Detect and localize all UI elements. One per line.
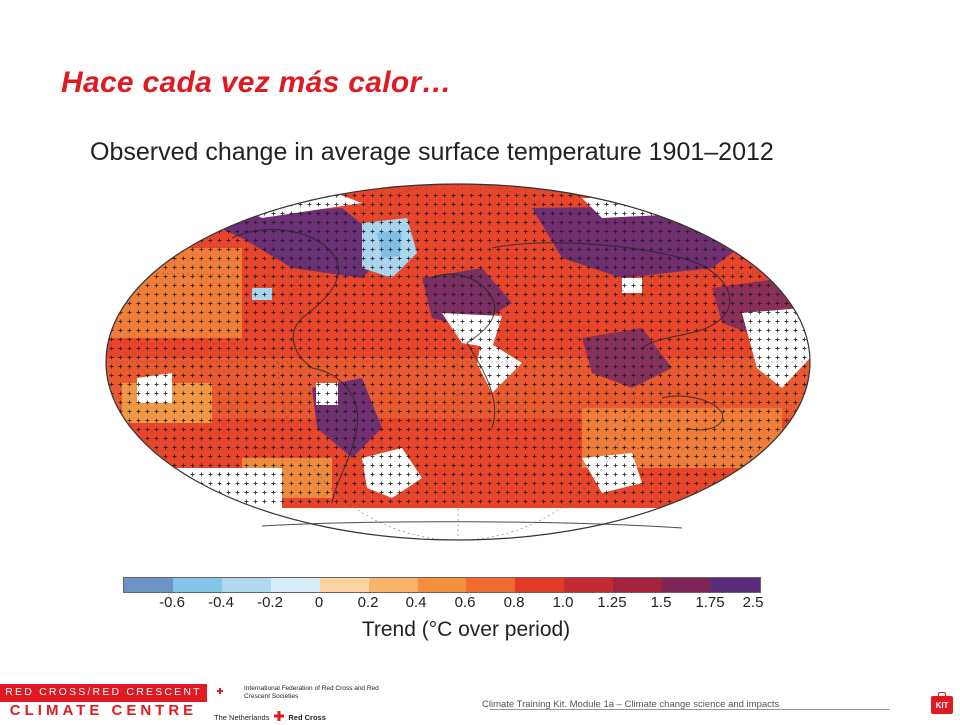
colorbar-tick: 1.5 bbox=[650, 594, 672, 611]
netherlands-red-cross-logo: The Netherlands Red Cross bbox=[214, 707, 326, 722]
footer-module-text: Climate Training Kit. Module 1a – Climat… bbox=[482, 699, 780, 710]
colorbar-tick: 1.75 bbox=[695, 594, 725, 611]
colorbar-swatch bbox=[662, 578, 712, 592]
colorbar-swatch bbox=[368, 578, 418, 592]
colorbar-swatch bbox=[711, 578, 760, 592]
logo-line2: CLIMATE CENTRE bbox=[0, 702, 207, 720]
colorbar-tick: 1.0 bbox=[552, 594, 574, 611]
colorbar-label: Trend (°C over period) bbox=[361, 618, 571, 641]
colorbar-tick: 0.4 bbox=[405, 594, 427, 611]
kit-badge-icon: KIT bbox=[931, 692, 953, 714]
colorbar-swatch bbox=[515, 578, 565, 592]
red-cross-icon bbox=[273, 710, 284, 721]
colorbar-swatch bbox=[564, 578, 614, 592]
colorbar-tick: 0.8 bbox=[503, 594, 525, 611]
colorbar bbox=[123, 577, 761, 593]
colorbar-tick: -0.2 bbox=[257, 594, 283, 611]
colorbar-tick: -0.4 bbox=[208, 594, 234, 611]
world-map bbox=[105, 183, 811, 541]
colorbar-swatch bbox=[466, 578, 516, 592]
colorbar-tick: 0 bbox=[314, 594, 324, 611]
colorbar-tick: 0.2 bbox=[357, 594, 379, 611]
nl-red-cross: Red Cross bbox=[288, 713, 326, 722]
footer-divider bbox=[490, 709, 890, 710]
colorbar-tick: -0.6 bbox=[159, 594, 185, 611]
colorbar-ticks: -0.6 -0.4 -0.2 0 0.2 0.4 0.6 0.8 1.0 1.2… bbox=[123, 594, 763, 614]
colorbar-tick: 1.25 bbox=[597, 594, 627, 611]
colorbar-swatch bbox=[270, 578, 320, 592]
figure-title: Observed change in average surface tempe… bbox=[90, 138, 774, 166]
colorbar-swatch bbox=[172, 578, 222, 592]
temperature-map-figure: Observed change in average surface tempe… bbox=[62, 128, 870, 648]
colorbar-swatch bbox=[417, 578, 467, 592]
ifrc-name: International Federation of Red Cross an… bbox=[244, 685, 379, 700]
nl-text: The Netherlands bbox=[214, 713, 270, 722]
colorbar-tick: 0.6 bbox=[454, 594, 476, 611]
logo-line1: RED CROSS/RED CRESCENT bbox=[5, 686, 202, 698]
colorbar-swatch bbox=[124, 578, 173, 592]
colorbar-swatch bbox=[221, 578, 271, 592]
climate-centre-logo: RED CROSS/RED CRESCENT CLIMATE CENTRE bbox=[0, 684, 207, 720]
colorbar-swatch bbox=[319, 578, 369, 592]
colorbar-tick: 2.5 bbox=[742, 594, 764, 611]
red-cross-crescent-icon bbox=[217, 687, 230, 697]
ifrc-logo: International Federation of Red Cross an… bbox=[214, 685, 404, 701]
slide-title: Hace cada vez más calor… bbox=[61, 66, 452, 99]
colorbar-swatch bbox=[613, 578, 663, 592]
